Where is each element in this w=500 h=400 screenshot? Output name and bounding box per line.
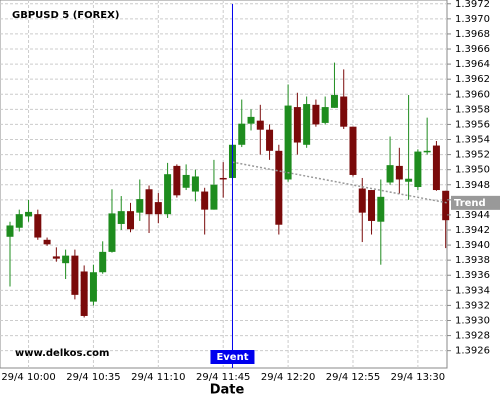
trend-label: Trend: [454, 198, 486, 209]
candle-body: [34, 214, 42, 238]
candle-body: [377, 196, 385, 222]
y-tick-label: 1.3962: [455, 74, 490, 85]
y-tick-label: 1.3930: [455, 315, 490, 326]
candle-body: [173, 165, 181, 196]
candle-body: [423, 150, 431, 153]
candle-body: [293, 107, 301, 143]
candle-body: [358, 188, 366, 213]
candle-body: [191, 176, 199, 192]
candle-body: [182, 174, 190, 188]
candle-body: [312, 104, 320, 125]
candle-body: [145, 189, 153, 215]
x-tick-label: 29/4 12:20: [261, 372, 315, 383]
y-tick-label: 1.3950: [455, 165, 490, 176]
y-tick-label: 1.3928: [455, 331, 490, 342]
candle-body: [154, 202, 162, 215]
trend-label-box: [451, 195, 500, 210]
candle-body: [247, 116, 255, 124]
candle-body: [386, 165, 394, 183]
y-tick-label: 1.3932: [455, 300, 490, 311]
candle-body: [275, 150, 283, 225]
candle-body: [266, 129, 274, 151]
candle-body: [219, 177, 227, 180]
candle-body: [89, 272, 97, 302]
candle-body: [127, 211, 135, 230]
candle-body: [52, 256, 60, 259]
candle-body: [303, 104, 311, 145]
candle-body: [442, 190, 450, 221]
candle-body: [432, 145, 440, 191]
y-tick-label: 1.3944: [455, 210, 490, 221]
y-tick-label: 1.3952: [455, 150, 490, 161]
candle-body: [238, 123, 246, 145]
y-tick-label: 1.3972: [455, 0, 490, 10]
y-tick-label: 1.3956: [455, 119, 490, 130]
event-label-box: [210, 350, 255, 364]
candle-body: [25, 211, 33, 217]
candle-body: [256, 120, 264, 130]
x-axis-label: Date: [210, 383, 245, 398]
watermark: www.delkos.com: [15, 348, 109, 359]
y-tick-label: 1.3942: [455, 225, 490, 236]
candle-body: [414, 151, 422, 188]
candle-body: [136, 199, 144, 213]
candle-body: [321, 107, 329, 123]
candle-body: [71, 255, 79, 295]
candle-body: [368, 190, 376, 221]
candle-body: [80, 271, 88, 316]
y-tick-label: 1.3964: [455, 59, 490, 70]
candle-body: [6, 225, 14, 237]
y-tick-label: 1.3936: [455, 270, 490, 281]
x-tick-label: 29/4 10:00: [1, 372, 55, 383]
candle-body: [349, 126, 357, 175]
y-tick-label: 1.3968: [455, 29, 490, 40]
candle-body: [330, 95, 338, 108]
candle-body: [201, 191, 209, 210]
y-tick-label: 1.3954: [455, 135, 490, 146]
y-tick-label: 1.3926: [455, 346, 490, 357]
y-tick-label: 1.3938: [455, 255, 490, 266]
candle-body: [108, 213, 116, 252]
candle-body: [117, 211, 125, 224]
event-label: Event: [216, 352, 248, 363]
candle-body: [62, 255, 70, 264]
y-tick-label: 1.3966: [455, 44, 490, 55]
y-tick-label: 1.3970: [455, 14, 490, 25]
y-tick-label: 1.3958: [455, 104, 490, 115]
chart-title: GBPUSD 5 (FOREX): [12, 10, 119, 21]
candle-body: [43, 239, 51, 245]
x-tick-label: 29/4 13:30: [391, 372, 445, 383]
candle-body: [164, 174, 172, 215]
y-tick-label: 1.3960: [455, 89, 490, 100]
x-tick-label: 29/4 10:35: [66, 372, 120, 383]
y-tick-label: 1.3948: [455, 180, 490, 191]
candle-body: [15, 214, 23, 228]
trend-line: [232, 161, 448, 204]
candle-body: [99, 251, 107, 273]
candle-body: [395, 165, 403, 180]
y-tick-label: 1.3940: [455, 240, 490, 251]
candle-body: [340, 96, 348, 127]
x-tick-label: 29/4 12:55: [326, 372, 380, 383]
y-tick-label: 1.3934: [455, 285, 490, 296]
candle-body: [405, 178, 413, 182]
x-tick-label: 29/4 11:45: [196, 372, 250, 383]
x-tick-label: 29/4 11:10: [131, 372, 185, 383]
candle-body: [284, 105, 292, 180]
candle-body: [210, 184, 218, 210]
